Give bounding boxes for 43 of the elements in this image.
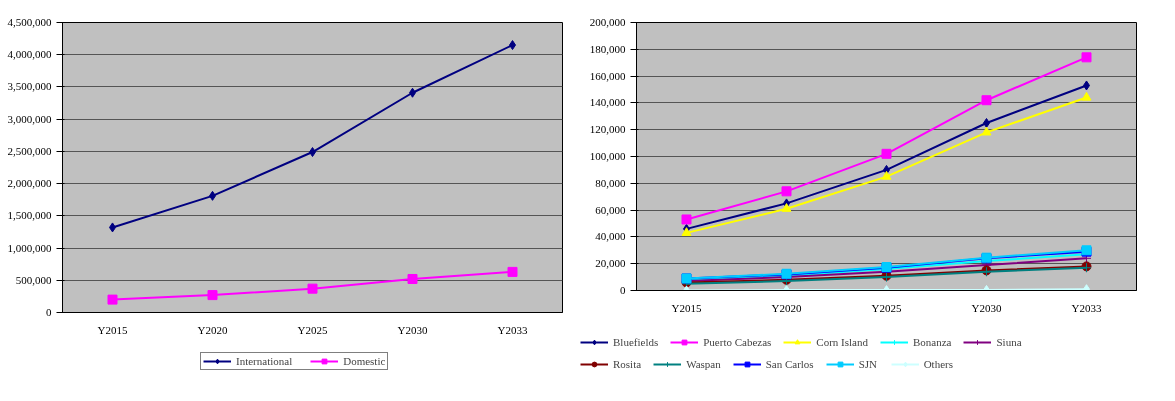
y-tick-label: 120,000 <box>589 123 626 136</box>
y-tick-label: 1,500,000 <box>7 209 52 222</box>
x-tick-label: Y2030 <box>397 323 428 336</box>
legend-label: Bluefields <box>613 336 659 348</box>
x-tick-label: Y2020 <box>771 301 802 314</box>
x-tick-label: Y2033 <box>1071 301 1102 314</box>
legend-label: Bonanza <box>912 336 952 348</box>
y-tick-label: 140,000 <box>589 96 626 109</box>
x-tick-label: Y2025 <box>871 301 902 314</box>
y-tick-label: 200,000 <box>589 16 626 28</box>
x-tick-label: Y2020 <box>197 323 228 336</box>
x-tick-label: Y2015 <box>97 323 128 336</box>
legend-label: Corn Island <box>816 336 868 348</box>
y-tick-label: 60,000 <box>595 203 626 216</box>
y-tick-label: 180,000 <box>589 42 626 55</box>
legend-label: Domestic <box>343 355 386 367</box>
y-tick-label: 4,000,000 <box>7 48 52 61</box>
legend-label: Puerto Cabezas <box>703 336 772 348</box>
y-tick-label: 2,500,000 <box>7 144 52 157</box>
legend-label: SJN <box>858 358 878 370</box>
legend-label: Waspan <box>686 358 721 370</box>
x-tick-label: Y2015 <box>671 301 702 314</box>
y-tick-label: 1,000,000 <box>7 241 52 254</box>
x-tick-label: Y2025 <box>297 323 328 336</box>
y-tick-label: 100,000 <box>589 150 626 162</box>
y-tick-label: 3,000,000 <box>7 112 52 125</box>
legend-label: San Carlos <box>765 358 814 370</box>
y-tick-label: 80,000 <box>595 176 626 189</box>
y-tick-label: 0 <box>620 284 626 296</box>
y-tick-label: 4,500,000 <box>7 16 52 28</box>
y-tick-label: 40,000 <box>595 230 626 243</box>
y-tick-label: 2,000,000 <box>7 177 52 190</box>
y-tick-label: 20,000 <box>595 257 626 270</box>
legend-label: International <box>236 355 293 367</box>
x-tick-label: Y2033 <box>497 323 528 336</box>
legend-label: Siuna <box>996 336 1022 348</box>
x-tick-label: Y2030 <box>971 301 1002 314</box>
y-tick-label: 0 <box>46 306 52 318</box>
legend-label: Rosita <box>613 358 642 370</box>
y-tick-label: 3,500,000 <box>7 80 52 93</box>
y-tick-label: 160,000 <box>589 69 626 82</box>
y-tick-label: 500,000 <box>15 273 52 286</box>
legend-label: Others <box>923 358 953 370</box>
